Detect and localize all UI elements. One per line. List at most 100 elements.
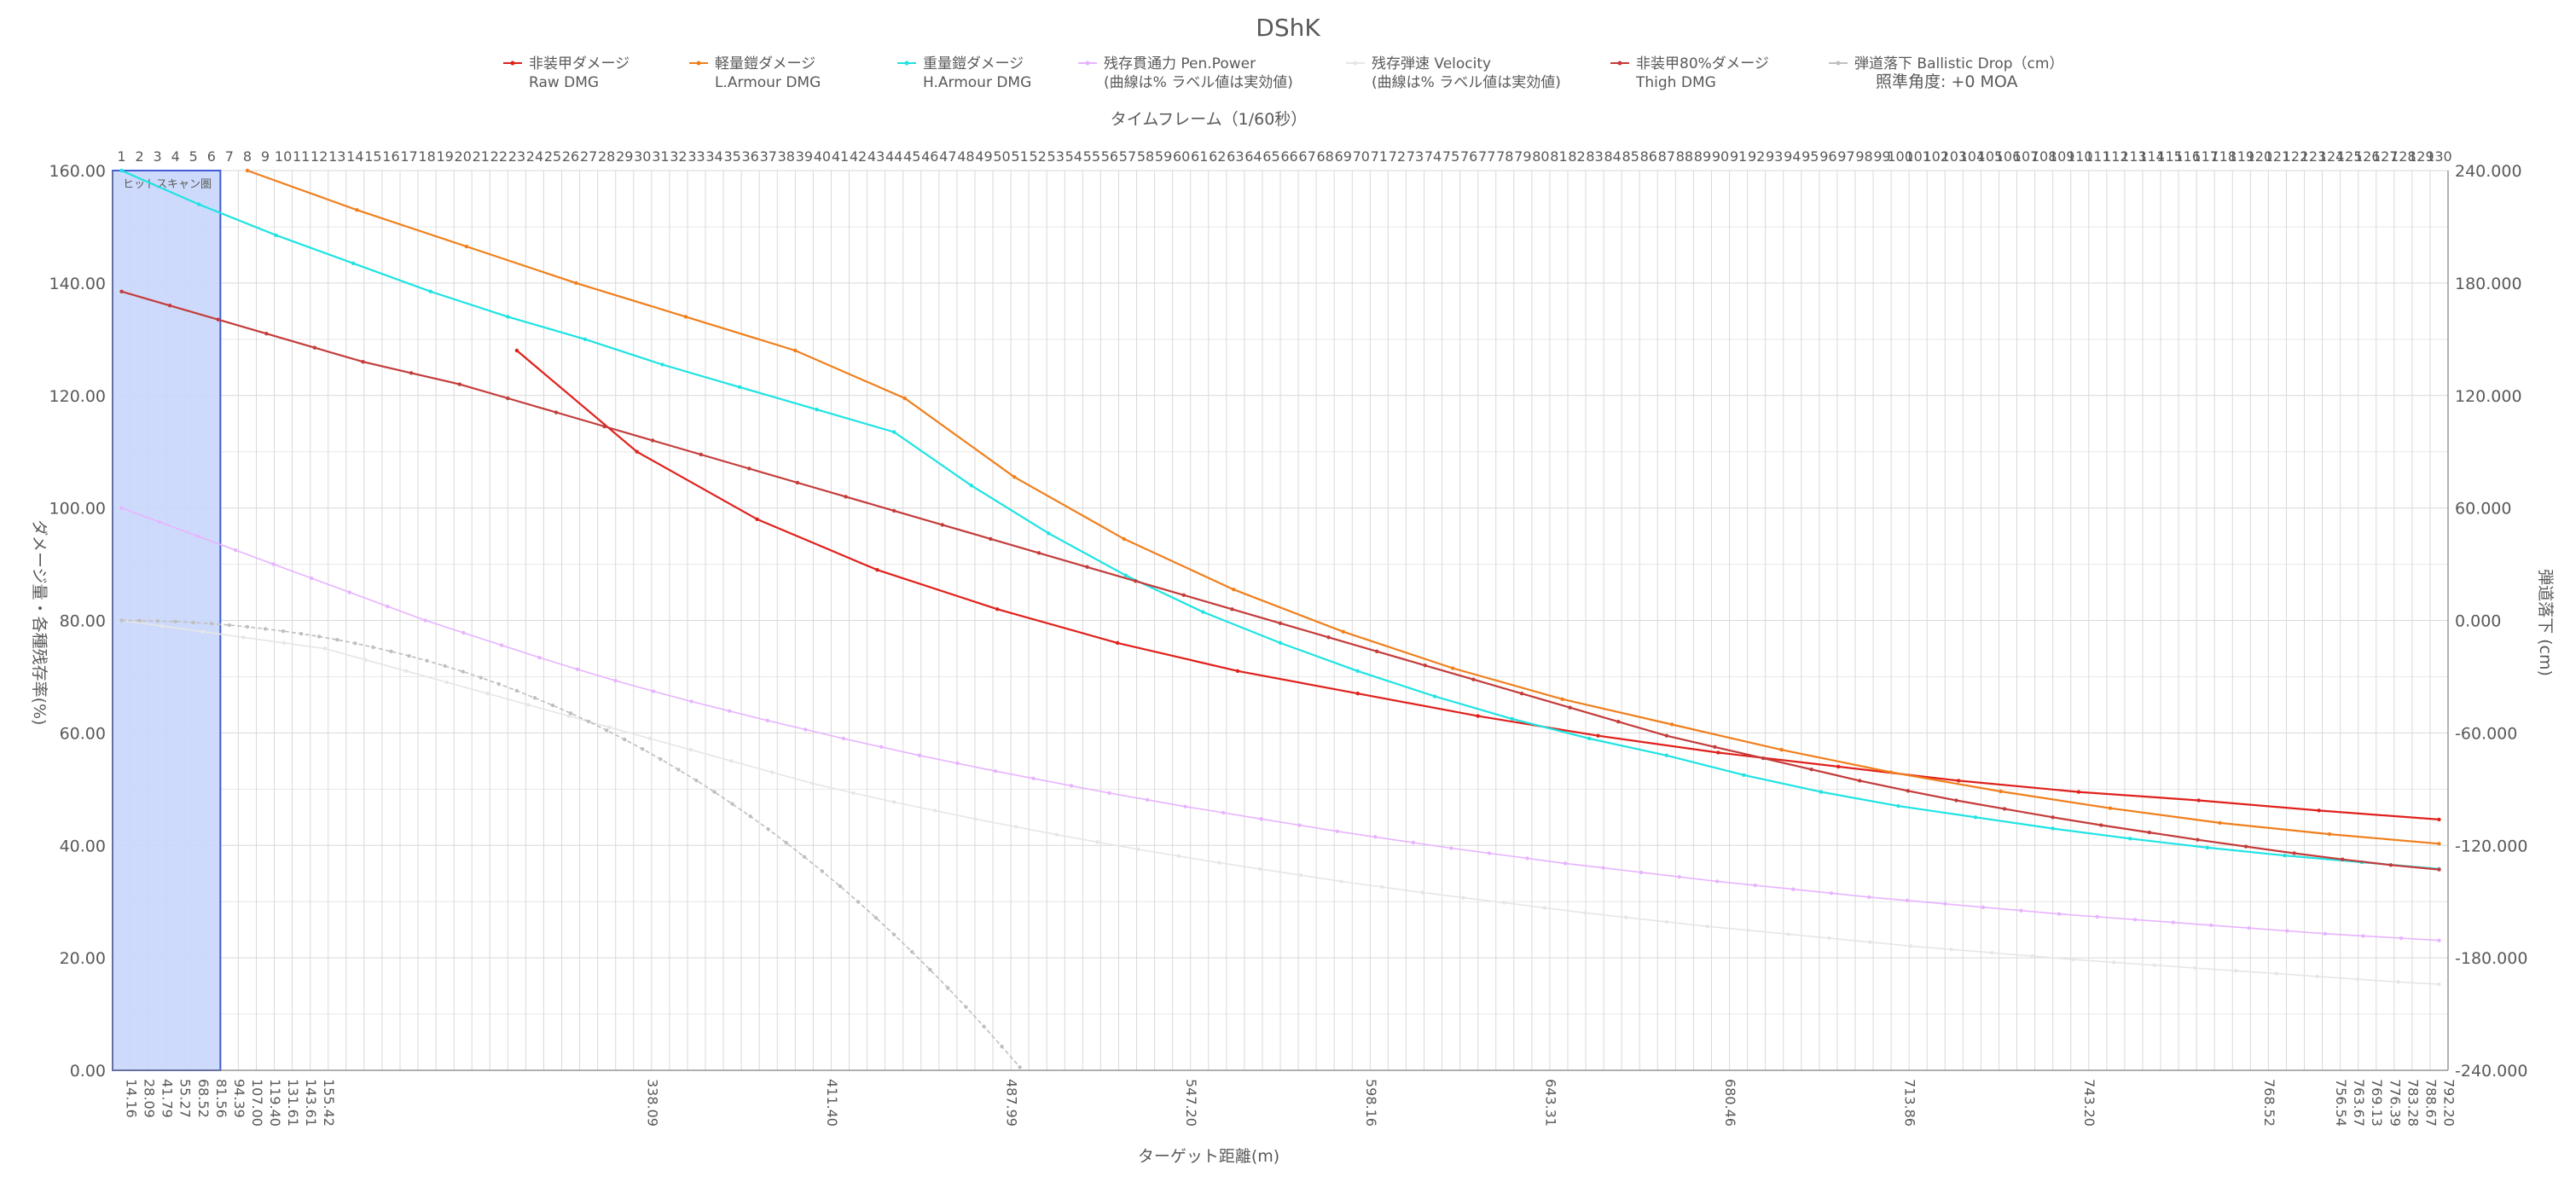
series-point xyxy=(1989,950,1994,955)
frame-tick-label: 20 xyxy=(455,148,472,165)
frame-tick-label: 69 xyxy=(1335,148,1352,165)
series-point xyxy=(241,635,246,640)
series-point xyxy=(793,348,798,353)
series-point xyxy=(1906,789,1911,793)
frame-tick-label: 34 xyxy=(705,148,722,165)
series-point xyxy=(1908,944,1913,948)
series-point xyxy=(1355,669,1360,674)
series-point xyxy=(2285,929,2289,933)
series-point xyxy=(891,932,896,937)
frame-tick-label: 75 xyxy=(1442,148,1459,165)
series-point xyxy=(2030,953,2035,959)
frame-tick-label: 19 xyxy=(436,148,453,165)
x-tick-label: 81.56 xyxy=(213,1079,229,1118)
series-point xyxy=(274,233,278,238)
frame-tick-label: 46 xyxy=(921,148,938,165)
series-point xyxy=(1476,714,1480,718)
x-tick-label: 769.13 xyxy=(2369,1079,2385,1127)
series-point xyxy=(263,627,268,631)
series-point xyxy=(2437,867,2441,872)
series-point xyxy=(660,362,664,367)
series-point xyxy=(566,714,571,718)
series-point xyxy=(729,759,734,763)
frame-tick-label: 42 xyxy=(850,148,867,165)
frame-tick-label: 95 xyxy=(1801,148,1819,165)
series-point xyxy=(1181,593,1186,598)
frame-tick-label: 62 xyxy=(1209,148,1226,165)
frame-tick-label: 72 xyxy=(1389,148,1406,165)
series-point xyxy=(310,576,314,581)
x-tick-label: 756.54 xyxy=(2333,1079,2349,1127)
series-point xyxy=(1779,747,1784,752)
series-point xyxy=(1031,776,1036,780)
series-point xyxy=(2396,980,2401,984)
series-point xyxy=(137,618,142,623)
series-point xyxy=(1000,1044,1004,1049)
series-point xyxy=(1664,753,1669,757)
frame-tick-label: 77 xyxy=(1478,148,1495,165)
series-point xyxy=(1858,779,1862,783)
top-axis-label: タイムフレーム（1/60秒） xyxy=(1111,110,1308,129)
frame-tick-label: 30 xyxy=(634,148,651,165)
series-point xyxy=(1373,835,1378,839)
frame-tick-label: 117 xyxy=(2192,148,2219,165)
series-point xyxy=(1973,815,1978,820)
frame-tick-label: 121 xyxy=(2265,148,2291,165)
y-tick-label: 80.00 xyxy=(60,612,106,631)
series-point xyxy=(1583,911,1587,915)
frame-tick-label: 71 xyxy=(1371,148,1388,165)
legend-label: 軽量鎧ダメージ xyxy=(715,55,815,72)
frame-tick-label: 123 xyxy=(2300,148,2327,165)
series-point xyxy=(613,678,618,683)
series-point xyxy=(461,630,466,635)
frame-tick-label: 105 xyxy=(1977,148,2004,165)
series-point xyxy=(1341,629,1345,634)
series-point xyxy=(363,658,368,662)
frame-tick-label: 108 xyxy=(2031,148,2057,165)
legend-label: 弾道落下 Ballistic Drop（cm） xyxy=(1854,55,2063,72)
frame-tick-label: 18 xyxy=(418,148,435,165)
series-point xyxy=(2071,957,2075,962)
series-point xyxy=(1355,692,1361,696)
series-point xyxy=(1278,640,1283,646)
series-point xyxy=(1943,901,1947,907)
legend-marker xyxy=(1353,61,1358,66)
frame-tick-label: 88 xyxy=(1676,148,1693,165)
frame-tick-label: 55 xyxy=(1083,148,1100,165)
series-point xyxy=(196,202,201,206)
series-point xyxy=(607,725,612,729)
frame-tick-label: 1 xyxy=(117,148,125,165)
series-point xyxy=(554,410,559,414)
series-point xyxy=(264,332,269,336)
series-point xyxy=(425,658,429,663)
series-point xyxy=(2111,960,2116,965)
y2-tick-label: 240.000 xyxy=(2455,162,2522,181)
series-point xyxy=(464,244,469,249)
series-point xyxy=(1742,773,1746,778)
x-tick-label: 107.00 xyxy=(249,1079,265,1127)
frame-tick-label: 35 xyxy=(723,148,740,165)
y-tick-label: 40.00 xyxy=(60,837,106,855)
series-point xyxy=(409,371,414,375)
series-point xyxy=(928,967,932,972)
frame-tick-label: 52 xyxy=(1029,148,1046,165)
series-point xyxy=(1107,791,1111,796)
frame-tick-label: 130 xyxy=(2426,148,2452,165)
frame-tick-label: 15 xyxy=(364,148,381,165)
series-point xyxy=(1339,879,1343,884)
series-point xyxy=(428,289,432,293)
series-point xyxy=(2132,918,2138,922)
series-point xyxy=(1450,666,1455,670)
series-point xyxy=(1217,861,1221,865)
series-point xyxy=(2437,982,2441,987)
frame-tick-label: 118 xyxy=(2210,148,2237,165)
frame-tick-label: 120 xyxy=(2247,148,2273,165)
series-point xyxy=(1298,872,1303,878)
series-point xyxy=(2002,807,2007,811)
series-point xyxy=(676,768,681,772)
series-point xyxy=(856,900,861,904)
series-point xyxy=(635,449,639,454)
series-point xyxy=(1095,840,1099,844)
x-tick-label: 788.67 xyxy=(2422,1079,2439,1127)
series-point xyxy=(1047,531,1051,536)
